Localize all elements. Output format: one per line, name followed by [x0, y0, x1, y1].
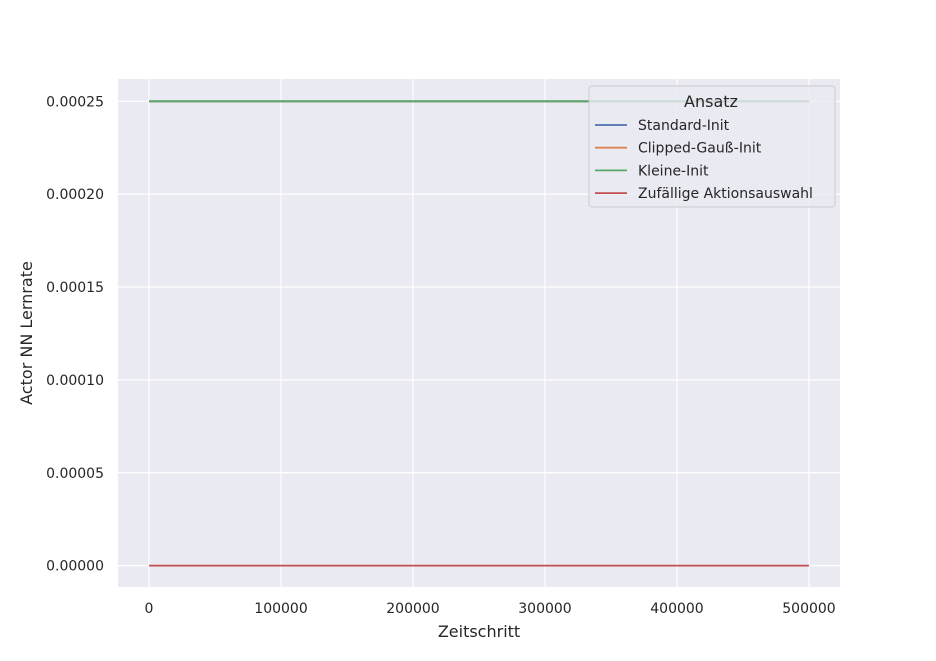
- y-tick-label: 0.00000: [46, 559, 104, 575]
- x-tick-label: 100000: [254, 601, 307, 617]
- x-ticks: 0 100000 200000 300000 400000 500000: [145, 601, 836, 617]
- legend-label-1: Clipped-Gauß-Init: [638, 141, 762, 157]
- x-tick-label: 400000: [650, 601, 703, 617]
- y-axis-label: Actor NN Lernrate: [17, 261, 36, 405]
- y-ticks: 0.00000 0.00005 0.00010 0.00015 0.00020 0.000…: [46, 94, 104, 574]
- x-tick-label: 0: [145, 601, 154, 617]
- legend-label-0: Standard-Init: [638, 118, 730, 134]
- y-tick-label: 0.00025: [46, 94, 104, 110]
- x-tick-label: 500000: [782, 601, 835, 617]
- legend-title: Ansatz: [684, 92, 738, 111]
- legend: Ansatz Standard-Init Clipped-Gauß-Init Kle…: [588, 85, 836, 208]
- x-tick-label: 300000: [518, 601, 571, 617]
- legend-label-3: Zufällige Aktionsauswahl: [638, 186, 813, 202]
- y-tick-label: 0.00005: [46, 466, 104, 482]
- x-axis-label: Zeitschritt: [438, 622, 520, 641]
- x-tick-label: 200000: [386, 601, 439, 617]
- legend-box: [588, 85, 836, 208]
- legend-label-2: Kleine-Init: [638, 163, 709, 179]
- y-tick-label: 0.00015: [46, 280, 104, 296]
- y-tick-label: 0.00010: [46, 373, 104, 389]
- y-tick-label: 0.00020: [46, 187, 104, 203]
